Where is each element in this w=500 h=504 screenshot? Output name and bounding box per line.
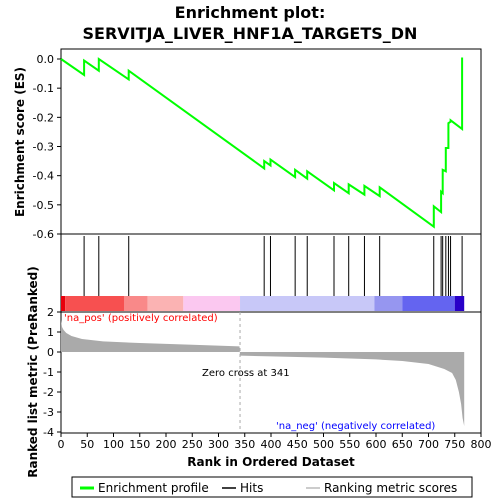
rank-band-segment <box>61 296 66 311</box>
es-y-tick-label: -0.2 <box>33 111 54 124</box>
rank-band-segment <box>124 296 148 311</box>
x-tick-label: 100 <box>103 438 124 451</box>
rank-band-segment <box>147 296 184 311</box>
x-tick-label: 400 <box>261 438 282 451</box>
rank-band-segment <box>454 296 465 311</box>
metric-y-tick-label: 1 <box>47 326 54 339</box>
metric-y-tick-label: -4 <box>43 426 54 439</box>
rank-band-segment <box>402 296 455 311</box>
metric-y-tick-label: 2 <box>47 306 54 319</box>
metric-area-group <box>61 312 465 432</box>
positive-correlation-label: 'na_pos' (positively correlated) <box>64 313 218 324</box>
x-axis-ticks: 0 50 100 150 200 250 300 350 400 450 500 550 600 650 7… <box>58 433 492 451</box>
rank-band-segment <box>183 296 241 311</box>
zero-cross-label: Zero cross at 341 <box>202 368 290 379</box>
es-y-tick-label: -0.5 <box>33 199 54 212</box>
metric-y-tick-label: -2 <box>43 386 54 399</box>
rank-color-band <box>61 296 465 311</box>
rank-band-segment <box>240 296 375 311</box>
x-tick-label: 0 <box>58 438 65 451</box>
metric-y-axis-ticks: 2 1 0 -1 -2 -3 -4 <box>43 306 61 439</box>
x-tick-label: 300 <box>208 438 229 451</box>
metric-y-axis-title: Ranked list metric (PreRanked) <box>26 266 40 478</box>
metric-y-tick-label: -1 <box>43 366 54 379</box>
es-y-tick-label: 0.0 <box>37 53 55 66</box>
x-tick-label: 500 <box>313 438 334 451</box>
chart-title-line2: SERVITJA_LIVER_HNF1A_TARGETS_DN <box>83 24 418 43</box>
hits-group <box>83 236 463 296</box>
x-axis-title: Rank in Ordered Dataset <box>187 455 355 469</box>
x-tick-label: 200 <box>156 438 177 451</box>
x-tick-label: 250 <box>182 438 203 451</box>
legend-label: Enrichment profile <box>98 481 209 495</box>
x-tick-label: 50 <box>80 438 94 451</box>
es-y-tick-label: -0.3 <box>33 141 54 154</box>
negative-correlation-label: 'na_neg' (negatively correlated) <box>276 421 435 432</box>
legend: Enrichment profile Hits Ranking metric sco… <box>80 481 457 495</box>
legend-label: Ranking metric scores <box>324 481 457 495</box>
legend-label: Hits <box>240 481 263 495</box>
rank-band-segment <box>374 296 403 311</box>
x-tick-label: 150 <box>129 438 150 451</box>
es-y-tick-label: -0.6 <box>33 228 54 241</box>
es-y-axis-title: Enrichment score (ES) <box>13 67 27 217</box>
x-tick-label: 600 <box>366 438 387 451</box>
x-tick-label: 650 <box>392 438 413 451</box>
x-tick-label: 550 <box>339 438 360 451</box>
enrichment-profile-line <box>60 57 464 229</box>
es-y-axis-ticks: 0.0 -0.1 -0.2 -0.3 -0.4 -0.5 -0.6 <box>33 53 61 241</box>
metric-y-tick-label: 0 <box>47 346 54 359</box>
es-y-tick-label: -0.4 <box>33 170 54 183</box>
rank-band-segment <box>65 296 124 311</box>
es-y-tick-label: -0.1 <box>33 82 54 95</box>
legend-box <box>71 476 473 498</box>
chart-title-line1: Enrichment plot: <box>175 3 326 22</box>
metric-y-tick-label: -3 <box>43 406 54 419</box>
x-tick-label: 450 <box>287 438 308 451</box>
x-tick-label: 800 <box>471 438 492 451</box>
es-line-group <box>60 57 464 229</box>
x-tick-label: 700 <box>418 438 439 451</box>
x-tick-label: 750 <box>444 438 465 451</box>
x-tick-label: 350 <box>234 438 255 451</box>
ranking-metric-area <box>61 320 465 426</box>
